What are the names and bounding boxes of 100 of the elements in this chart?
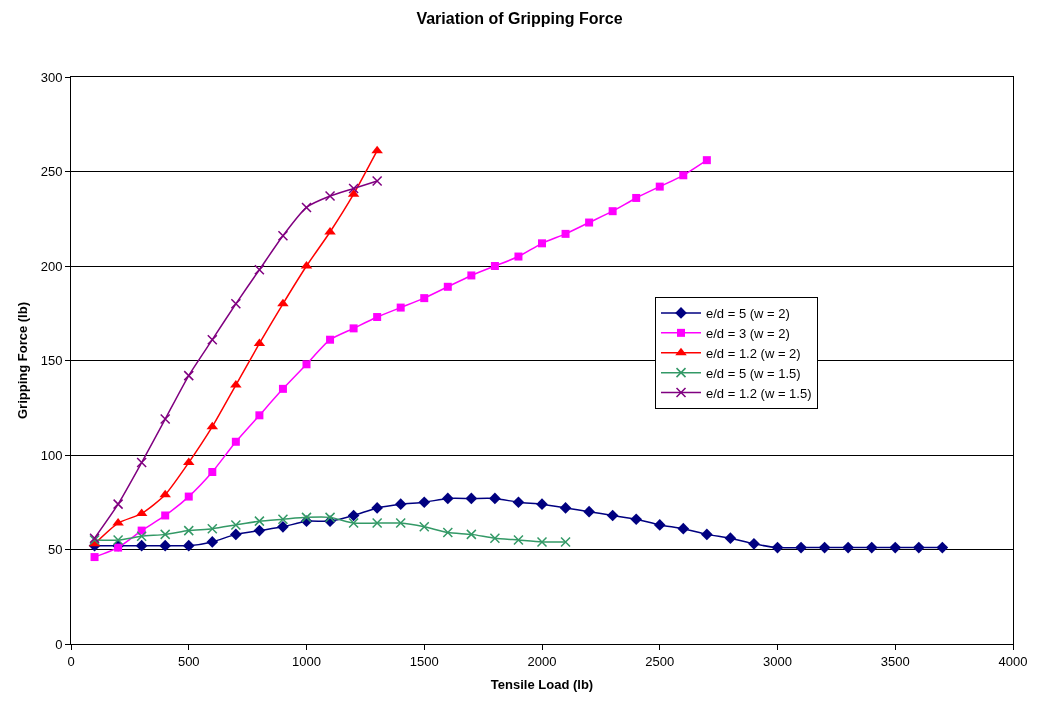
point <box>371 145 383 154</box>
point <box>347 509 360 522</box>
point <box>467 271 476 280</box>
point <box>136 531 147 542</box>
x-tick-label: 2500 <box>645 653 675 669</box>
point <box>183 370 194 381</box>
point <box>701 528 713 541</box>
y-tick-label: 250 <box>40 164 63 180</box>
point <box>255 411 264 420</box>
point <box>889 541 902 554</box>
point <box>230 519 242 531</box>
point <box>679 171 688 180</box>
point <box>419 521 430 533</box>
x-tick-label: 2000 <box>527 653 557 669</box>
point <box>278 384 287 393</box>
point <box>655 182 664 191</box>
point <box>865 541 878 554</box>
point <box>583 505 595 518</box>
point <box>277 298 289 307</box>
point <box>538 239 546 248</box>
y-tick-label: 0 <box>55 636 63 652</box>
point <box>585 218 594 227</box>
point <box>324 190 336 202</box>
point <box>396 303 405 312</box>
point <box>348 517 359 529</box>
point <box>394 498 407 510</box>
point <box>114 543 123 552</box>
point <box>159 413 171 425</box>
point <box>302 360 311 369</box>
point <box>373 313 382 322</box>
point <box>184 492 193 501</box>
point <box>207 334 218 345</box>
point <box>371 502 383 514</box>
point <box>443 282 452 291</box>
point <box>490 262 499 270</box>
legend-label: e/d = 3 (w = 2) <box>706 325 790 341</box>
legend-label: e/d = 5 (w = 1.5) <box>706 365 801 381</box>
point <box>135 539 148 552</box>
point <box>371 175 383 187</box>
point <box>442 527 454 538</box>
point <box>606 509 619 522</box>
point <box>161 511 170 520</box>
point <box>912 541 925 554</box>
point <box>159 539 172 552</box>
y-tick-label: 300 <box>40 69 63 85</box>
x-tick-label: 500 <box>177 653 200 669</box>
point <box>112 498 124 510</box>
point <box>748 537 760 550</box>
point <box>420 294 429 303</box>
point <box>513 534 524 546</box>
point <box>182 539 195 552</box>
x-tick-label: 1000 <box>292 653 321 669</box>
point <box>277 230 289 242</box>
point <box>90 553 99 562</box>
y-axis-title: Gripping Force (lb) <box>14 302 30 419</box>
point <box>348 183 359 194</box>
point <box>159 489 171 498</box>
x-tick-label: 0 <box>67 653 75 669</box>
point <box>324 512 336 523</box>
point <box>724 532 737 545</box>
legend-label: e/d = 1.2 (w = 2) <box>706 345 801 361</box>
point <box>136 457 147 468</box>
point <box>512 496 525 509</box>
y-tick-label: 50 <box>47 542 63 558</box>
point <box>842 541 854 554</box>
point <box>514 252 523 261</box>
x-tick-label: 3000 <box>763 653 792 669</box>
point <box>630 513 643 526</box>
point <box>795 541 807 554</box>
point <box>441 492 454 505</box>
x-axis-title: Tensile Load (lb) <box>490 677 594 693</box>
point <box>183 525 194 536</box>
point <box>208 468 217 477</box>
x-tick-label: 3500 <box>880 653 910 669</box>
point <box>489 492 501 505</box>
point <box>326 335 335 344</box>
point <box>936 541 949 554</box>
point <box>254 515 265 527</box>
y-tick-label: 100 <box>40 447 63 463</box>
point <box>677 522 690 535</box>
point <box>159 529 171 540</box>
point <box>632 193 641 202</box>
point <box>349 324 358 333</box>
point <box>301 202 312 213</box>
point <box>112 534 124 546</box>
point <box>489 532 501 544</box>
point <box>230 298 242 310</box>
point <box>231 437 240 446</box>
point <box>559 502 572 514</box>
point <box>561 229 570 238</box>
point <box>653 519 666 531</box>
point <box>277 514 289 525</box>
point <box>771 541 784 554</box>
x-tick-label: 1500 <box>409 653 439 669</box>
point <box>301 512 312 523</box>
x-tick-label: 4000 <box>998 653 1028 669</box>
y-tick-label: 150 <box>40 353 63 369</box>
point <box>818 541 831 554</box>
legend-label: e/d = 1.2 (w = 1.5) <box>706 385 812 401</box>
point <box>253 524 266 537</box>
